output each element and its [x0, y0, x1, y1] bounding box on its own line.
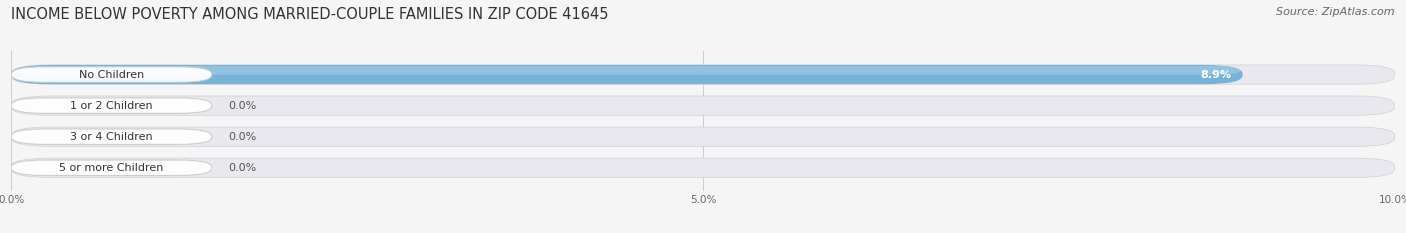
- Text: 3 or 4 Children: 3 or 4 Children: [70, 132, 153, 142]
- Text: 0.0%: 0.0%: [228, 132, 257, 142]
- FancyBboxPatch shape: [11, 158, 1395, 177]
- FancyBboxPatch shape: [11, 66, 1243, 75]
- FancyBboxPatch shape: [11, 65, 1395, 84]
- FancyBboxPatch shape: [11, 98, 212, 113]
- FancyBboxPatch shape: [11, 65, 1243, 84]
- Text: 5 or more Children: 5 or more Children: [59, 163, 163, 173]
- Text: 8.9%: 8.9%: [1201, 70, 1232, 79]
- FancyBboxPatch shape: [11, 127, 1395, 146]
- Text: 0.0%: 0.0%: [228, 163, 257, 173]
- FancyBboxPatch shape: [11, 96, 1395, 115]
- Text: INCOME BELOW POVERTY AMONG MARRIED-COUPLE FAMILIES IN ZIP CODE 41645: INCOME BELOW POVERTY AMONG MARRIED-COUPL…: [11, 7, 609, 22]
- Text: Source: ZipAtlas.com: Source: ZipAtlas.com: [1277, 7, 1395, 17]
- Text: 1 or 2 Children: 1 or 2 Children: [70, 101, 153, 111]
- FancyBboxPatch shape: [11, 160, 212, 175]
- Text: No Children: No Children: [79, 70, 145, 79]
- FancyBboxPatch shape: [11, 67, 212, 82]
- Text: 0.0%: 0.0%: [228, 101, 257, 111]
- FancyBboxPatch shape: [11, 129, 212, 144]
